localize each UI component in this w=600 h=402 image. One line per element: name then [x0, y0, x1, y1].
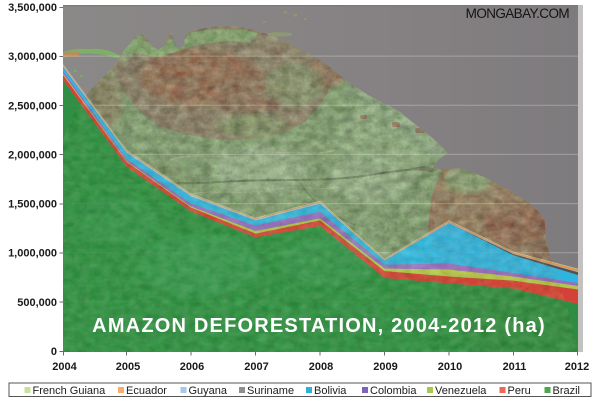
svg-text:2010: 2010 [438, 361, 462, 373]
svg-text:Bolivia: Bolivia [314, 385, 347, 397]
svg-text:2008: 2008 [309, 361, 333, 373]
svg-text:Peru: Peru [508, 385, 531, 397]
svg-text:3,000,000: 3,000,000 [8, 51, 57, 63]
svg-text:2011: 2011 [503, 361, 527, 373]
svg-text:Guyana: Guyana [189, 385, 228, 397]
svg-text:Suriname: Suriname [247, 385, 294, 397]
svg-text:AMAZON DEFORESTATION, 2004-201: AMAZON DEFORESTATION, 2004-2012 (ha) [92, 315, 546, 337]
svg-text:Venezuela: Venezuela [435, 385, 487, 397]
svg-text:1,000,000: 1,000,000 [8, 248, 57, 260]
svg-text:Colombia: Colombia [370, 385, 417, 397]
svg-text:2012: 2012 [565, 361, 589, 373]
svg-text:3,500,000: 3,500,000 [8, 2, 57, 14]
svg-text:2,000,000: 2,000,000 [8, 149, 57, 161]
svg-text:0: 0 [51, 346, 57, 358]
svg-text:Brazil: Brazil [553, 385, 581, 397]
svg-text:2009: 2009 [373, 361, 397, 373]
svg-text:MONGABAY.COM: MONGABAY.COM [466, 6, 570, 21]
svg-text:2004: 2004 [52, 361, 77, 373]
svg-text:1,500,000: 1,500,000 [8, 199, 57, 211]
svg-text:2006: 2006 [180, 361, 204, 373]
svg-text:Ecuador: Ecuador [126, 385, 167, 397]
svg-text:French Guiana: French Guiana [33, 385, 107, 397]
svg-text:2007: 2007 [244, 361, 268, 373]
svg-text:2005: 2005 [116, 361, 140, 373]
svg-text:2,500,000: 2,500,000 [8, 100, 57, 112]
svg-text:500,000: 500,000 [17, 297, 57, 309]
